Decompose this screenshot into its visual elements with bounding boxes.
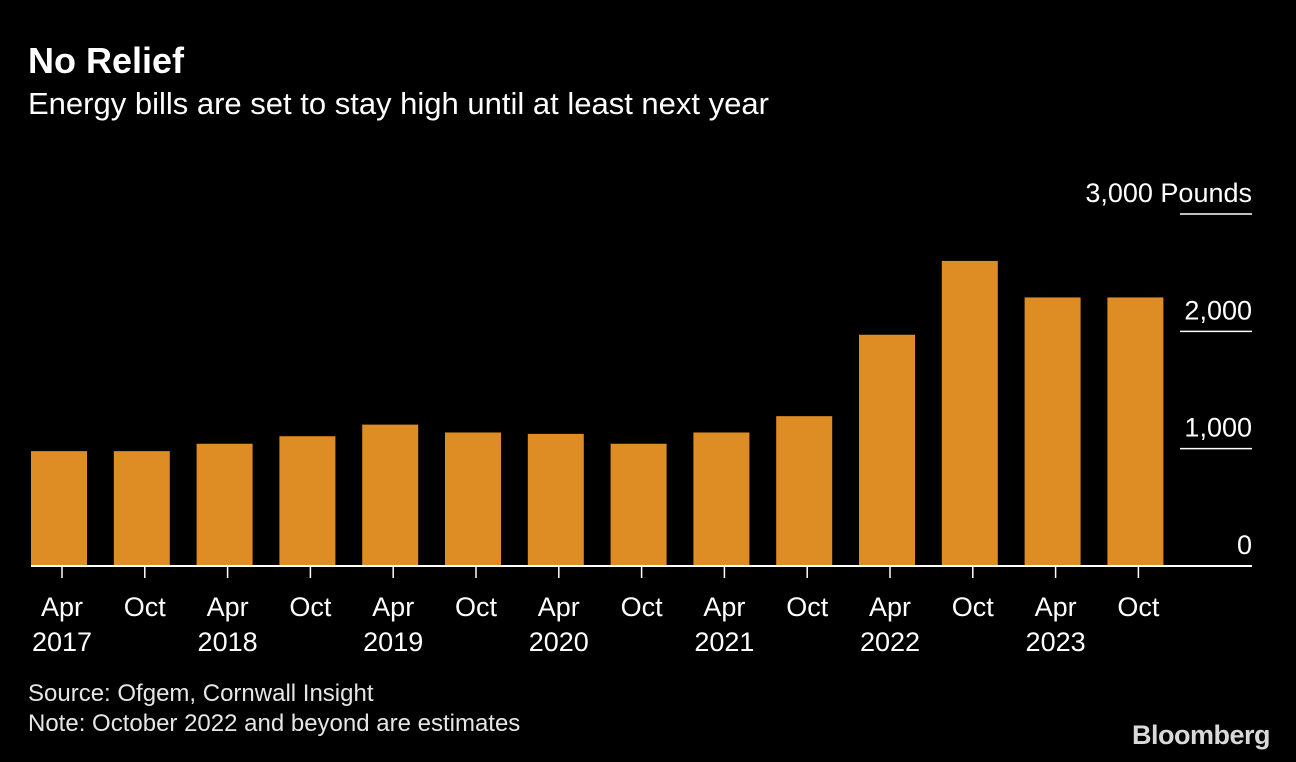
x-tick-label-month: Apr <box>703 592 745 622</box>
x-tick-label-year: 2018 <box>198 627 258 657</box>
y-tick-label: 1,000 <box>1184 413 1252 443</box>
bar <box>527 433 584 566</box>
x-tick-label-month: Apr <box>538 592 580 622</box>
chart-subtitle: Energy bills are set to stay high until … <box>28 86 769 121</box>
estimate-note: Note: October 2022 and beyond are estima… <box>28 710 521 737</box>
bar <box>941 260 998 566</box>
x-tick-label-month: Oct <box>1117 592 1160 622</box>
x-tick-label-year: 2017 <box>32 627 92 657</box>
bloomberg-logo: Bloomberg <box>1131 720 1271 750</box>
bar <box>113 451 170 566</box>
bar <box>362 424 419 566</box>
x-tick-label-month: Apr <box>1035 592 1077 622</box>
bar <box>279 436 336 566</box>
source-note: Source: Ofgem, Cornwall Insight <box>28 680 374 707</box>
y-tick-label: 0 <box>1237 530 1252 560</box>
bar-chart: 0 1,000 2,000 3,000 Pounds Apr 2017 Oct Apr 2018… <box>31 178 1252 657</box>
y-tick-label: 3,000 Pounds <box>1085 178 1252 208</box>
x-tick-label-month: Apr <box>869 592 911 622</box>
x-tick-label-month: Oct <box>124 592 167 622</box>
bar <box>1024 297 1081 566</box>
bar <box>445 432 501 566</box>
chart-title: No Relief <box>28 40 185 81</box>
x-tick-label-month: Oct <box>952 592 995 622</box>
bar <box>610 443 667 566</box>
bar <box>859 334 915 566</box>
bar <box>196 443 253 566</box>
x-tick-label-month: Oct <box>455 592 498 622</box>
x-tick-label-month: Oct <box>621 592 664 622</box>
bar <box>693 432 750 566</box>
x-tick-label-month: Oct <box>289 592 332 622</box>
x-tick-label-year: 2022 <box>860 627 920 657</box>
x-tick-label-month: Apr <box>207 592 249 622</box>
x-tick-label-month: Apr <box>41 592 83 622</box>
bar <box>31 451 87 566</box>
bar <box>1107 297 1164 566</box>
x-tick-label-year: 2019 <box>363 627 423 657</box>
x-tick-label-year: 2023 <box>1026 627 1086 657</box>
x-tick-label-year: 2021 <box>694 627 754 657</box>
y-tick-label: 2,000 <box>1184 295 1252 325</box>
x-tick-label-month: Oct <box>786 592 829 622</box>
bar <box>776 416 833 566</box>
x-tick-label-month: Apr <box>372 592 414 622</box>
x-tick-label-year: 2020 <box>529 627 589 657</box>
